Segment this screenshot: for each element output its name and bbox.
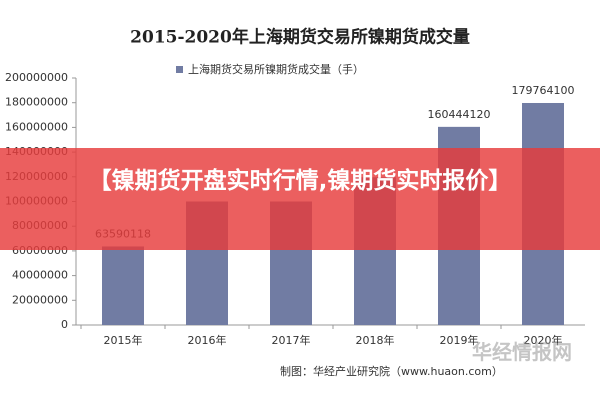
chart-title: 2015-2020年上海期货交易所镍期货成交量: [130, 27, 470, 48]
bar: [102, 246, 144, 325]
legend-label: 上海期货交易所镍期货成交量（手）: [188, 62, 364, 76]
x-tick-label: 2017年: [272, 333, 311, 347]
x-tick-label: 2018年: [356, 333, 395, 347]
y-tick-label: 180000000: [5, 96, 68, 109]
x-tick-label: 2015年: [104, 333, 143, 347]
y-tick-label: 160000000: [5, 120, 68, 133]
y-tick-label: 0: [61, 318, 68, 331]
value-label: 179764100: [512, 84, 575, 97]
source: 制图：华经产业研究院（www.huaon.com）: [280, 364, 503, 378]
y-tick-label: 20000000: [12, 293, 68, 306]
banner: 【镍期货开盘实时行情,镍期货实时报价】: [0, 148, 600, 250]
y-tick-label: 200000000: [5, 71, 68, 84]
y-tick-label: 40000000: [12, 269, 68, 282]
legend-swatch: [176, 66, 183, 73]
x-tick-label: 2019年: [440, 333, 479, 347]
x-tick-label: 2016年: [188, 333, 227, 347]
watermark: 华经情报网: [472, 340, 572, 364]
x-tick-label: 2020年: [524, 333, 563, 347]
value-label: 160444120: [428, 108, 491, 121]
